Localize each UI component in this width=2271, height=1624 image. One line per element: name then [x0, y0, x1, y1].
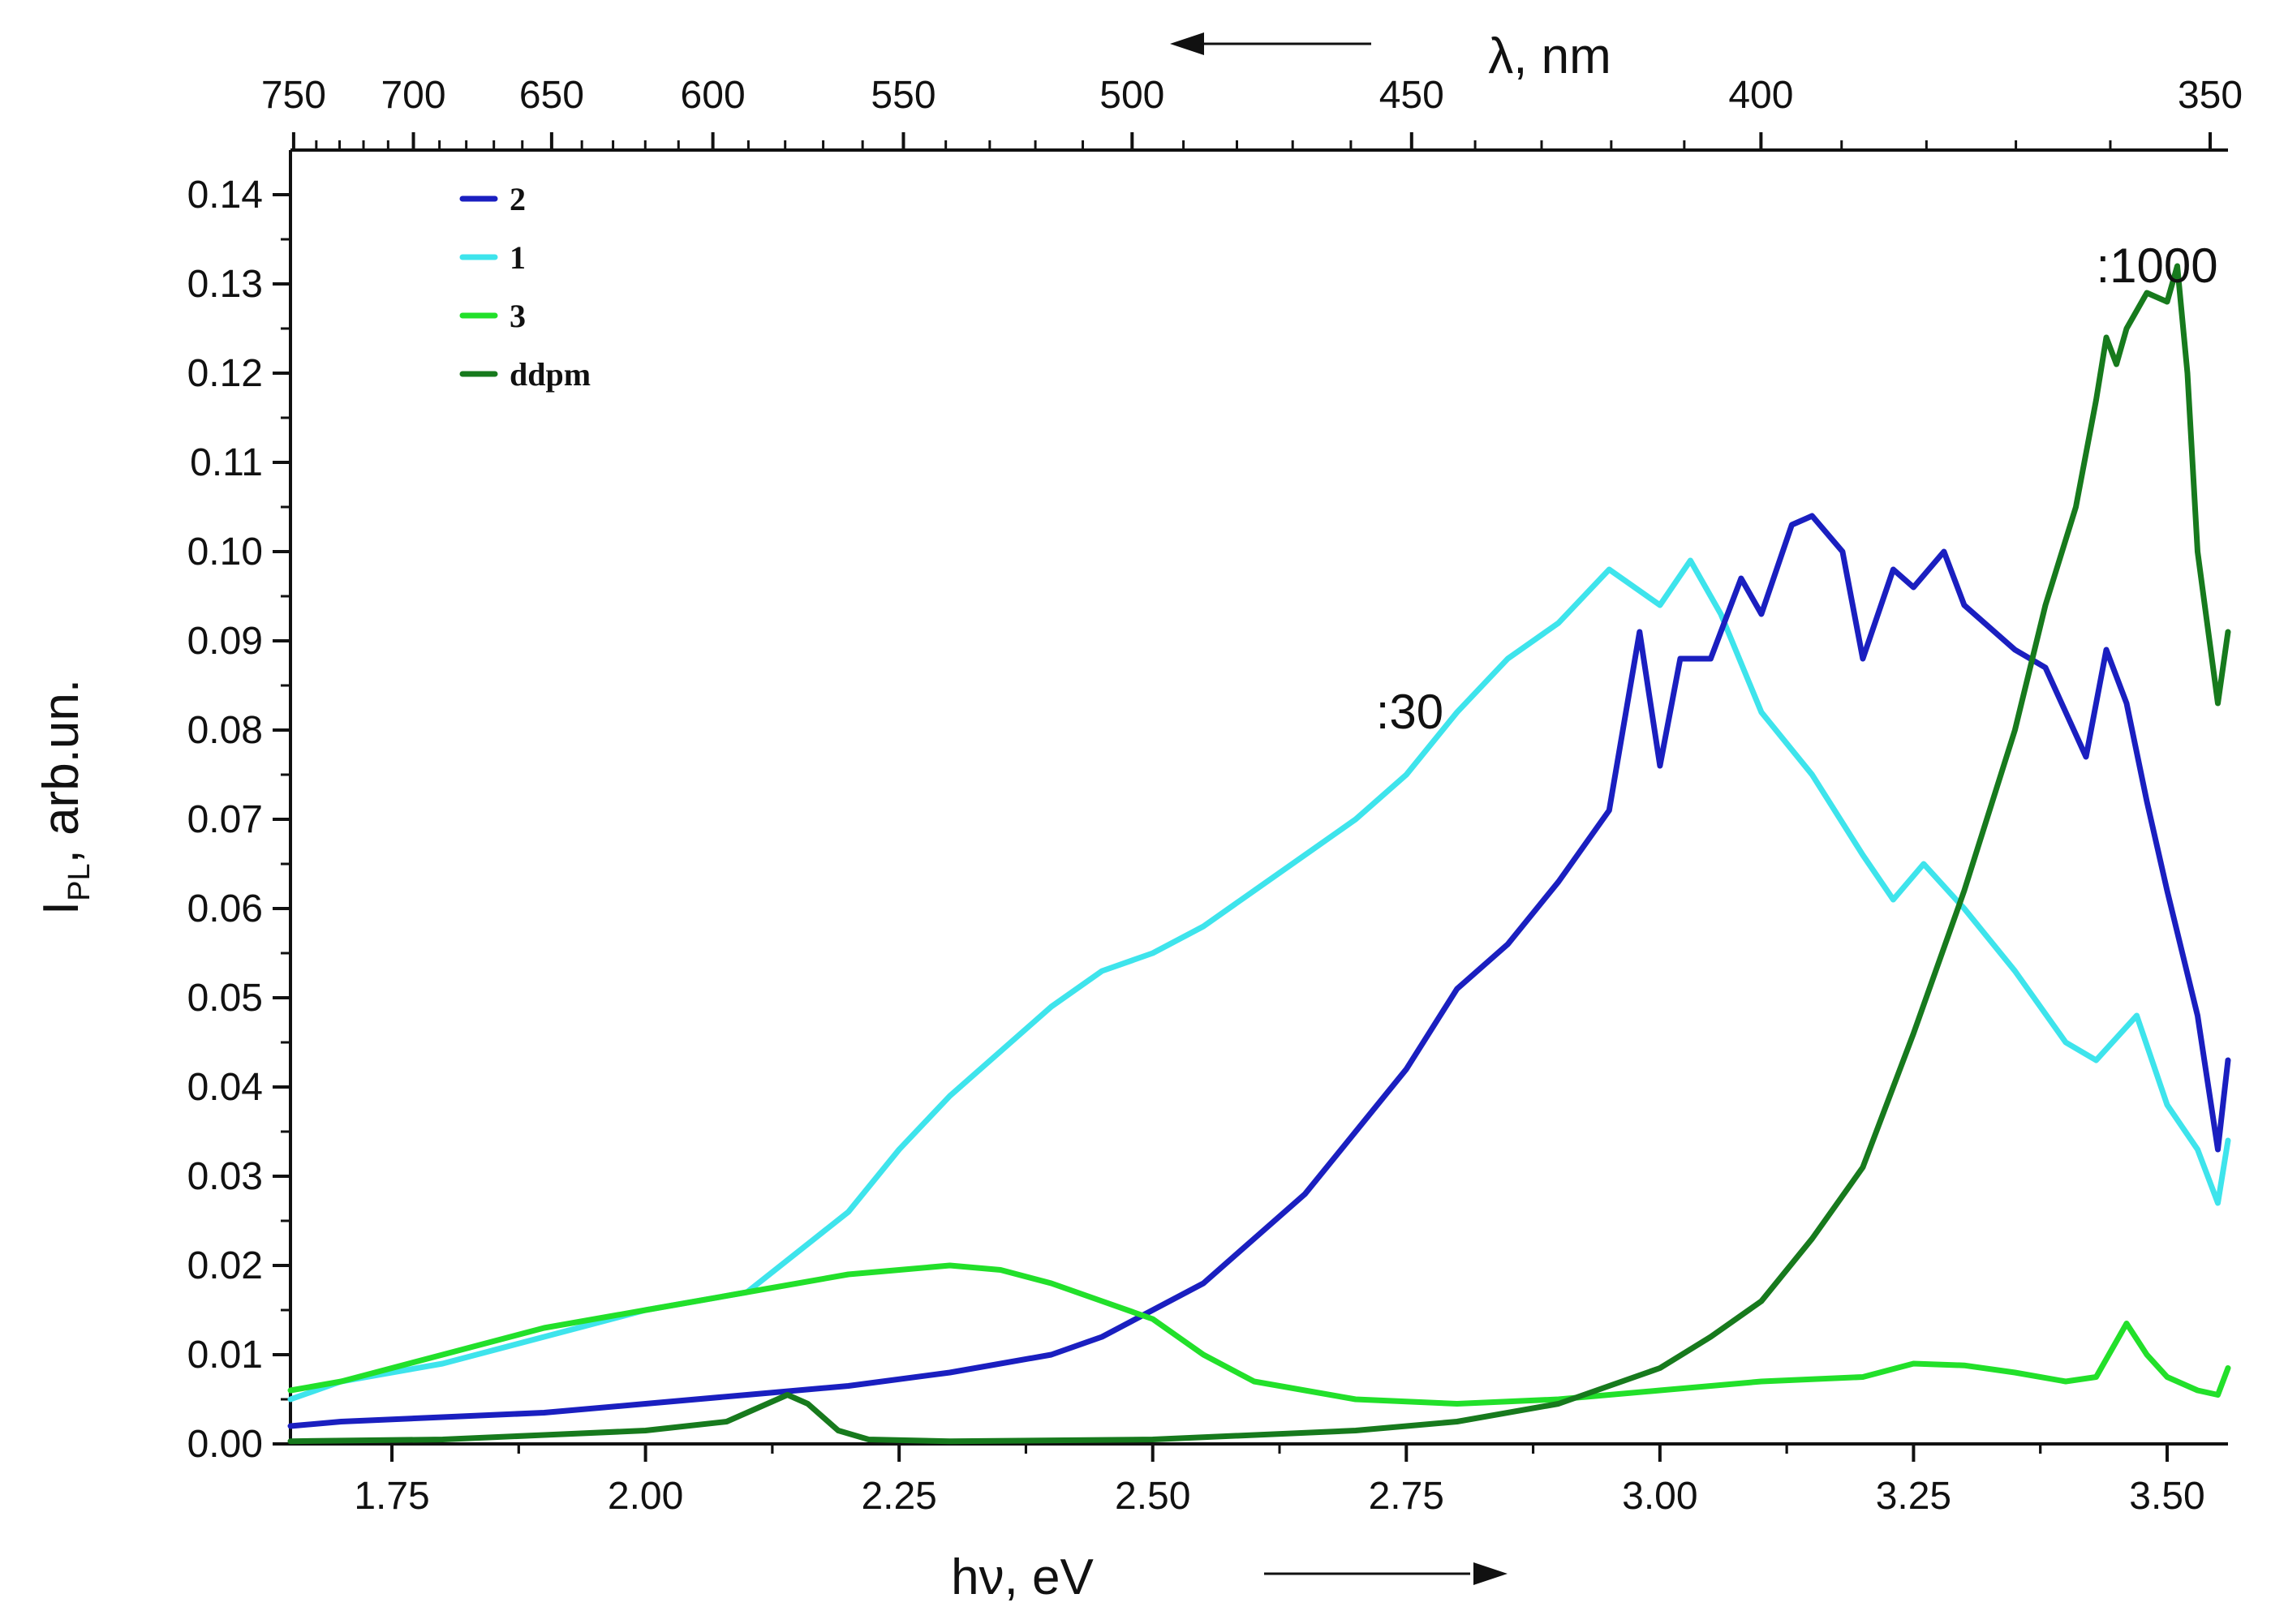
- bottom-arrow-head: [1473, 1562, 1508, 1585]
- x-tick-label: 2.00: [608, 1475, 683, 1518]
- x-tick-label: 2.75: [1369, 1475, 1444, 1518]
- y-tick-label: 0.12: [187, 352, 263, 395]
- y-tick-label: 0.09: [187, 620, 263, 663]
- y-tick-label: 0.06: [187, 887, 263, 930]
- y-axis-label-main: I: [33, 901, 89, 915]
- series-layer: [287, 263, 2231, 1445]
- y-tick-label: 0.10: [187, 531, 263, 574]
- y-tick-label: 0.02: [187, 1244, 263, 1287]
- arrow-layer: [1170, 32, 1508, 1585]
- legend-label-1: 1: [510, 239, 526, 276]
- legend-label-ddpm: ddpm: [510, 356, 591, 393]
- x-tick-label: 3.00: [1622, 1475, 1697, 1518]
- legend-label-3: 3: [510, 298, 526, 334]
- top-tick-label: 450: [1379, 74, 1444, 117]
- series-line-3: [287, 1262, 2231, 1407]
- y-tick-label: 0.07: [187, 798, 263, 841]
- top-tick-label: 750: [261, 74, 326, 117]
- y-axis-label-sub: PL: [62, 863, 97, 900]
- top-tick-label: 700: [381, 74, 445, 117]
- top-tick-label: 500: [1099, 74, 1164, 117]
- x-tick-label: 1.75: [354, 1475, 429, 1518]
- y-axis-label: IPL, arb.un.: [33, 679, 97, 915]
- x-tick-label: 2.25: [861, 1475, 936, 1518]
- top-tick-label: 650: [519, 74, 584, 117]
- top-tick-label: 350: [2178, 74, 2243, 117]
- x-axis-label: hν, eV: [951, 1549, 1094, 1605]
- y-tick-label: 0.03: [187, 1155, 263, 1198]
- annotation-0: :30: [1376, 685, 1443, 739]
- annotation-layer: :30 :1000: [1376, 238, 2218, 739]
- y-tick-label: 0.05: [187, 977, 263, 1020]
- x-tick-label: 2.50: [1115, 1475, 1190, 1518]
- y-tick-label: 0.00: [187, 1423, 263, 1466]
- label-layer: hν, eV λ, nm IPL, arb.un.: [33, 28, 1611, 1605]
- top-tick-label: 400: [1728, 74, 1793, 117]
- legend-label-2: 2: [510, 181, 526, 217]
- x-tick-label: 3.50: [2129, 1475, 2204, 1518]
- y-tick-label: 0.08: [187, 709, 263, 752]
- y-tick-label: 0.14: [187, 174, 263, 217]
- top-tick-label: 550: [871, 74, 935, 117]
- series-line-1: [287, 557, 2231, 1403]
- annotation-1: :1000: [2096, 238, 2217, 293]
- series-line-2: [287, 513, 2231, 1429]
- legend-layer: 2 1 3 ddpm: [459, 181, 591, 393]
- top-arrow-head: [1170, 32, 1204, 55]
- y-tick-label: 0.04: [187, 1066, 263, 1109]
- axis-layer: 1.75 2.00 2.25 2.50 2.75 3.00 3.25 3.50 0.00 0.01…: [187, 74, 2243, 1518]
- top-tick-label: 600: [681, 74, 746, 117]
- y-tick-label: 0.13: [187, 263, 263, 306]
- y-axis-label-suffix: , arb.un.: [33, 679, 89, 863]
- x-tick-label: 3.25: [1876, 1475, 1951, 1518]
- y-tick-label: 0.11: [190, 441, 263, 484]
- y-tick-label: 0.01: [187, 1334, 263, 1377]
- top-axis-label: λ, nm: [1488, 28, 1611, 84]
- series-line-ddpm: [287, 263, 2231, 1445]
